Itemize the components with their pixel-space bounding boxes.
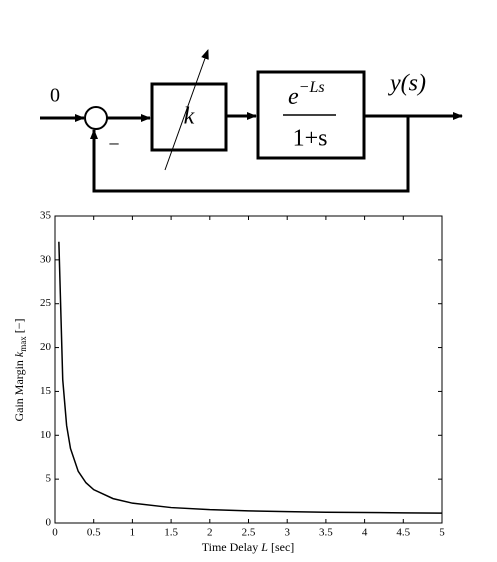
x-tick-label: 4.5	[396, 527, 410, 539]
x-label-unit: [sec]	[271, 540, 294, 554]
x-tick-label: 0.5	[87, 527, 101, 539]
x-label-symbol: L	[260, 540, 268, 554]
y-tick-label: 15	[40, 385, 52, 397]
y-tick-label: 25	[40, 297, 52, 309]
minus-sign: −	[108, 134, 119, 156]
y-tick-label: 5	[46, 473, 52, 485]
data-line	[58, 241, 443, 514]
x-tick-label: 1.5	[164, 527, 178, 539]
transfer-numerator: e−Ls	[288, 79, 325, 110]
x-tick-label: 2.5	[242, 527, 256, 539]
y-label-subscript: max	[18, 336, 28, 352]
x-tick-label: 0	[52, 527, 58, 539]
x-tick-label: 5	[439, 527, 445, 539]
block-diagram	[40, 49, 463, 193]
y-tick-label: 20	[40, 341, 52, 353]
y-label-text: Gain Margin	[12, 360, 26, 421]
numerator-base: e	[288, 84, 299, 110]
x-label-text: Time Delay	[202, 540, 259, 554]
input-label: 0	[50, 85, 60, 107]
feedback-line	[92, 116, 410, 193]
x-tick-label: 2	[207, 527, 213, 539]
x-tick-label: 3.5	[319, 527, 333, 539]
y-axis-label: Gain Margin kmax [−]	[12, 318, 28, 421]
y-tick-label: 30	[40, 253, 52, 265]
x-tick-label: 4	[362, 527, 368, 539]
transfer-denominator: 1+s	[293, 126, 328, 152]
y-tick-label: 0	[46, 517, 52, 529]
y-tick-label: 35	[40, 210, 52, 222]
output-label: y(s)	[388, 71, 426, 97]
x-tick-label: 1	[130, 527, 136, 539]
summing-junction	[84, 106, 108, 130]
numerator-exponent: −Ls	[299, 79, 325, 96]
gain-label: k	[184, 104, 195, 130]
x-axis-label: Time Delay L [sec]	[202, 540, 295, 554]
variable-arrow	[164, 49, 209, 171]
plot-frame	[54, 215, 443, 524]
y-label-symbol: k	[12, 351, 26, 357]
y-tick-label: 10	[40, 429, 52, 441]
y-label-unit: [−]	[12, 318, 26, 333]
x-tick-label: 3	[284, 527, 290, 539]
